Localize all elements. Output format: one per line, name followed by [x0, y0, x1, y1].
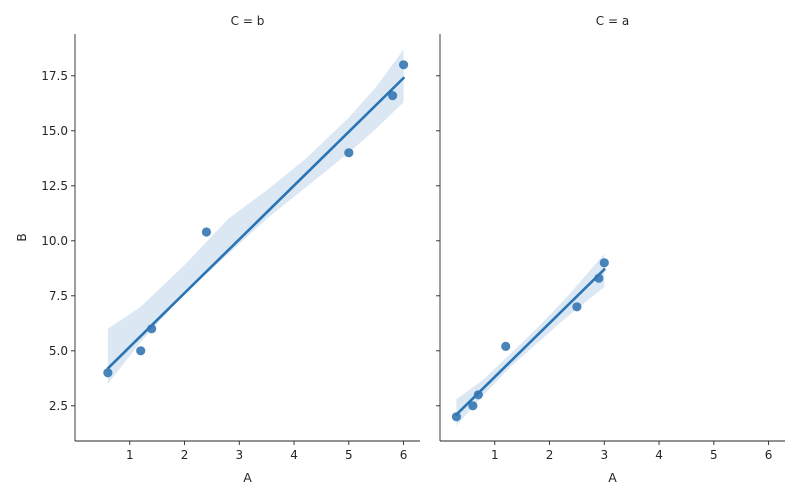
confidence-band — [456, 254, 605, 426]
confidence-band — [107, 49, 404, 384]
x-tick-label: 2 — [181, 448, 189, 462]
data-point — [599, 258, 609, 268]
x-axis-label: A — [608, 470, 617, 485]
x-tick-label: 3 — [235, 448, 243, 462]
data-point — [344, 148, 354, 158]
data-point — [201, 227, 212, 237]
x-tick-label: 4 — [655, 448, 663, 462]
x-tick-label: 6 — [400, 448, 408, 462]
facet-title: C = b — [231, 14, 265, 28]
y-tick-label: 17.5 — [41, 69, 68, 83]
x-tick-label: 1 — [491, 448, 499, 462]
x-tick-label: 1 — [126, 448, 134, 462]
x-tick-label: 5 — [345, 448, 353, 462]
facet-title: C = a — [596, 14, 629, 28]
y-tick-label: 5.0 — [49, 344, 68, 358]
data-point — [147, 324, 157, 334]
facet-panel-2: 1 2 3 4 5 6 C = a A — [436, 14, 785, 485]
regression-line — [106, 76, 405, 370]
data-point — [136, 346, 146, 356]
x-tick-label: 3 — [600, 448, 608, 462]
data-point — [501, 341, 511, 351]
x-tick-label: 4 — [290, 448, 298, 462]
data-point — [103, 368, 113, 378]
data-point — [468, 401, 478, 411]
data-point — [572, 302, 582, 312]
x-tick-label: 2 — [546, 448, 554, 462]
data-point — [388, 91, 398, 101]
y-tick-label: 7.5 — [49, 289, 68, 303]
y-tick-label: 2.5 — [49, 399, 68, 413]
x-tick-label: 6 — [765, 448, 773, 462]
data-point — [594, 273, 604, 283]
y-tick-label: 10.0 — [41, 234, 68, 248]
facet-panel-1: 1 2 3 4 5 6 2.5 5.0 7.5 10.0 12.5 15.0 17.5 C = b A B — [14, 14, 420, 485]
y-axis-label: B — [14, 233, 29, 242]
data-point — [398, 60, 409, 70]
data-point — [473, 390, 483, 400]
x-axis-label: A — [243, 470, 252, 485]
regression-line — [455, 268, 606, 416]
y-tick-label: 12.5 — [41, 179, 68, 193]
data-point — [451, 412, 462, 422]
x-tick-label: 5 — [710, 448, 718, 462]
y-tick-label: 15.0 — [41, 124, 68, 138]
